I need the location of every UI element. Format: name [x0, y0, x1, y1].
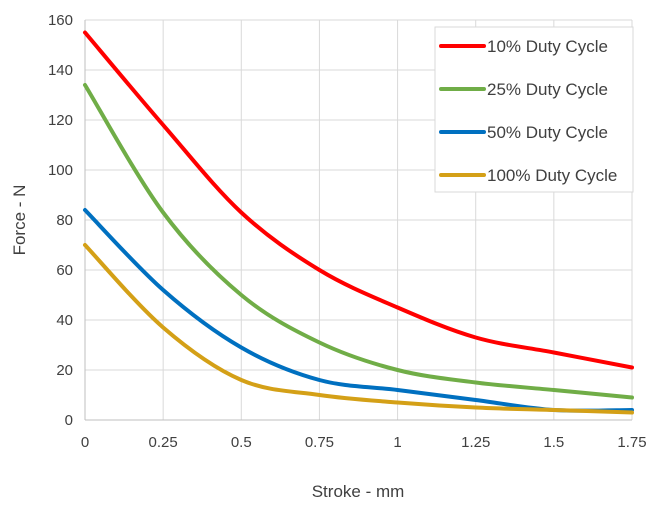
legend-box: [434, 26, 634, 193]
y-axis-title: Force - N: [10, 185, 29, 256]
y-tick-label: 60: [56, 262, 73, 279]
x-tick-label: 0.5: [231, 434, 252, 451]
legend: 10% Duty Cycle 25% Duty Cycle 50% Duty Cyc…: [434, 26, 634, 193]
x-tick-label: 0.75: [305, 434, 334, 451]
series-group: [83, 30, 634, 415]
y-tick-label: 160: [48, 12, 73, 29]
x-tick-label: 1.25: [461, 434, 490, 451]
x-tick-label: 0.25: [149, 434, 178, 451]
series-line-50pct-duty-cycle: [83, 208, 634, 413]
x-tick-label: 1.5: [543, 434, 564, 451]
legend-label: 10% Duty Cycle: [487, 37, 608, 56]
series-line-10pct-duty-cycle: [83, 30, 634, 370]
y-tick-label: 40: [56, 312, 73, 329]
y-tick-label: 120: [48, 112, 73, 129]
y-tick-label: 0: [65, 412, 73, 429]
legend-label: 25% Duty Cycle: [487, 80, 608, 99]
y-tick-labels: 0 20 40 60 80 100 120 140 160: [48, 12, 73, 429]
y-tick-label: 100: [48, 162, 73, 179]
x-tick-label: 0: [81, 434, 89, 451]
x-axis-title: Stroke - mm: [312, 482, 405, 501]
x-tick-labels: 0 0.25 0.5 0.75 1 1.25 1.5 1.75: [81, 434, 647, 451]
series-line-25pct-duty-cycle: [83, 83, 634, 400]
y-tick-label: 140: [48, 62, 73, 79]
legend-label: 100% Duty Cycle: [487, 166, 617, 185]
y-tick-label: 20: [56, 362, 73, 379]
legend-label: 50% Duty Cycle: [487, 123, 608, 142]
series-line-100pct-duty-cycle: [83, 243, 634, 415]
x-tick-label: 1: [393, 434, 401, 451]
y-tick-label: 80: [56, 212, 73, 229]
x-tick-label: 1.75: [617, 434, 646, 451]
